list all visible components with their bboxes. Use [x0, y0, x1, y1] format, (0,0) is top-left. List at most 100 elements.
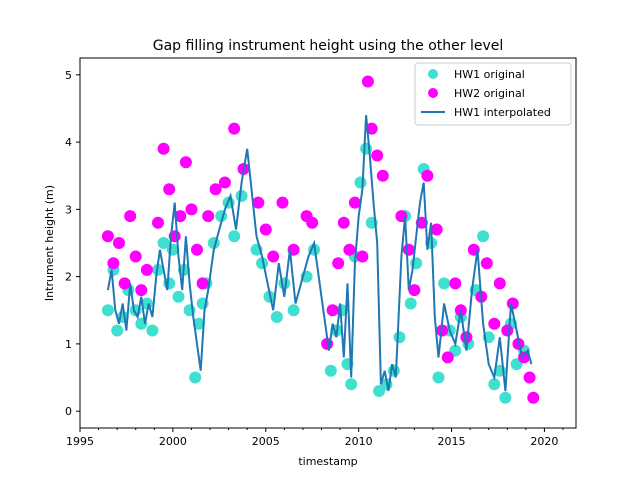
- series-0-point: [477, 230, 490, 243]
- x-tick-label: 2010: [345, 435, 373, 448]
- series-0-point: [438, 277, 451, 290]
- x-tick-label: 2020: [530, 435, 558, 448]
- series-1: [101, 75, 540, 404]
- series-1-point: [157, 142, 170, 155]
- series-1-point: [430, 223, 443, 236]
- series-1-point: [185, 203, 198, 216]
- series-1-point: [228, 122, 241, 135]
- series-1-point: [129, 250, 142, 263]
- y-tick-label: 5: [65, 69, 72, 82]
- series-0-point: [146, 324, 159, 337]
- series-1-point: [501, 324, 514, 337]
- series-1-point: [118, 277, 131, 290]
- series-1-point: [348, 196, 361, 209]
- legend-label-0: HW1 original: [454, 68, 525, 81]
- plot-area: [101, 75, 540, 404]
- series-1-point: [101, 230, 114, 243]
- axes-frame: [79, 57, 577, 429]
- series-1-point: [408, 284, 421, 297]
- axes: 1995 2000 2005 2010 2015 2020 0 1 2 3 4 5: [65, 57, 577, 448]
- series-1-point: [493, 277, 506, 290]
- series-1-point: [135, 284, 148, 297]
- series-0-point: [499, 391, 512, 404]
- series-0-point: [324, 364, 337, 377]
- legend-label-2: HW1 interpolated: [454, 106, 551, 119]
- series-1-point: [527, 391, 540, 404]
- y-tick-label: 1: [65, 338, 72, 351]
- legend-box: [414, 62, 572, 126]
- series-0-point: [404, 297, 417, 310]
- series-1-point: [441, 351, 454, 364]
- series-1-point: [218, 176, 231, 189]
- series-1-point: [332, 257, 345, 270]
- series-1-point: [480, 257, 493, 270]
- series-1-point: [174, 210, 187, 223]
- series-2-line: [106, 115, 533, 392]
- legend: HW1 original HW2 original HW1 interpolated: [414, 62, 572, 126]
- series-1-point: [343, 243, 356, 256]
- legend-marker-1: [428, 88, 438, 98]
- series-1-point: [191, 243, 203, 256]
- series-0-point: [172, 290, 185, 303]
- series-2: [106, 115, 533, 392]
- series-1-point: [276, 196, 289, 209]
- series-0-point: [228, 230, 241, 243]
- series-1-point: [376, 169, 389, 182]
- series-1-point: [306, 216, 319, 229]
- series-0-point: [189, 371, 202, 384]
- series-1-point: [371, 149, 384, 162]
- series-0-point: [157, 237, 170, 249]
- series-0-point: [278, 277, 291, 290]
- series-0-point: [354, 176, 367, 189]
- series-1-point: [202, 210, 215, 223]
- y-tick-label: 4: [65, 136, 72, 149]
- series-1-point: [113, 237, 125, 249]
- series-0-point: [432, 371, 445, 384]
- series-1-point: [506, 297, 519, 310]
- series-1-point: [196, 277, 209, 290]
- series-1-point: [152, 216, 164, 229]
- series-1-point: [421, 169, 434, 182]
- series-0-point: [101, 304, 114, 317]
- series-1-point: [140, 263, 153, 276]
- legend-label-1: HW2 original: [454, 87, 525, 100]
- x-tick-label: 1995: [66, 435, 94, 448]
- series-0-point: [393, 331, 406, 344]
- series-1-point: [449, 277, 462, 290]
- y-axis-label: Intrument height (m): [43, 185, 56, 301]
- series-1-point: [259, 223, 272, 236]
- series-1-point: [124, 210, 137, 223]
- series-0-point: [270, 311, 283, 323]
- y-tick-label: 2: [65, 271, 72, 284]
- chart-title: Gap filling instrument height using the …: [153, 38, 504, 54]
- series-1-point: [107, 257, 120, 270]
- series-1-point: [488, 317, 501, 330]
- x-tick-label: 2015: [438, 435, 466, 448]
- series-0-point: [192, 317, 205, 330]
- series-1-point: [326, 304, 339, 317]
- series-1-point: [402, 243, 415, 256]
- series-1-point: [361, 75, 374, 88]
- series-0-point: [235, 189, 248, 202]
- series-1-point: [365, 122, 378, 135]
- series-1-point: [523, 371, 536, 384]
- legend-marker-0: [428, 69, 438, 79]
- series-1-point: [209, 183, 222, 196]
- series-0-point: [345, 378, 358, 391]
- series-1-point: [163, 183, 176, 196]
- series-1-point: [252, 196, 265, 209]
- plot-marks: [101, 75, 540, 404]
- series-1-point: [267, 250, 280, 263]
- series-0-point: [287, 304, 300, 317]
- x-axis-label: timestamp: [298, 455, 357, 468]
- series-0-point: [111, 324, 124, 337]
- series-1-point: [179, 156, 192, 169]
- series-0-point: [488, 378, 501, 391]
- series-1-point: [337, 216, 350, 229]
- series-1-point: [356, 250, 369, 263]
- y-tick-label: 0: [65, 405, 72, 418]
- x-tick-label: 2000: [159, 435, 187, 448]
- y-tick-label: 3: [65, 203, 72, 216]
